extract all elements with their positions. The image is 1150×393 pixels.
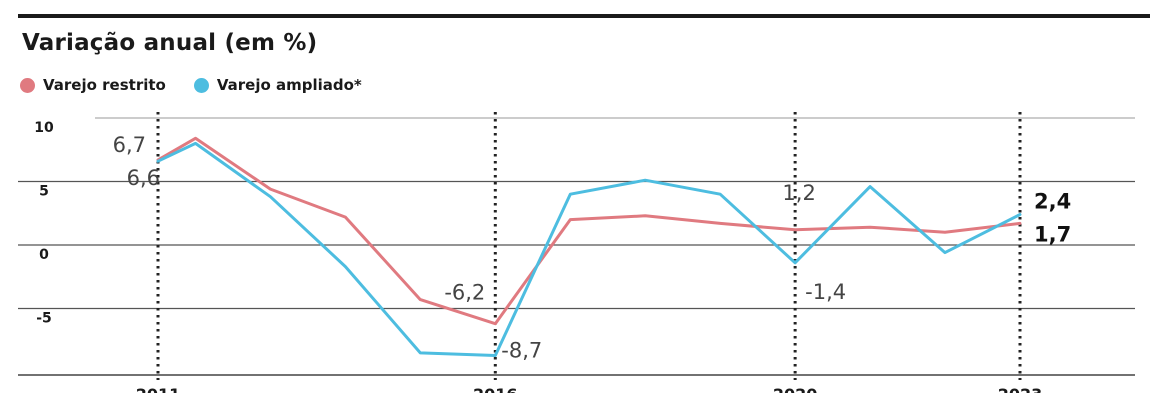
data-label: -8,7 (501, 338, 542, 362)
data-label: 2,4 (1034, 190, 1071, 214)
series-line-ampliado (156, 141, 1022, 357)
x-tick-label: 2016 (473, 385, 518, 393)
legend-label-restrito: Varejo restrito (43, 76, 166, 94)
x-tick-label: 2011 (136, 385, 181, 393)
chart-title: Variação anual (em %) (22, 30, 318, 56)
legend-item-ampliado: Varejo ampliado* (193, 76, 362, 94)
y-tick-label: 0 (39, 247, 49, 263)
y-tick-label: -5 (36, 311, 52, 327)
legend-swatch-ampliado (193, 77, 209, 93)
data-label: -6,2 (444, 281, 485, 305)
data-label: 1,7 (1034, 222, 1071, 246)
legend: Varejo restrito Varejo ampliado* (20, 76, 390, 94)
y-tick-label: 5 (39, 184, 49, 200)
legend-item-restrito: Varejo restrito (20, 76, 166, 94)
data-label: 6,7 (113, 133, 146, 157)
data-label: -1,4 (805, 280, 846, 304)
legend-swatch-restrito (20, 77, 35, 93)
y-tick-label: 10 (34, 120, 54, 136)
legend-label-ampliado: Varejo ampliado* (216, 76, 362, 94)
x-tick-label: 2023 (998, 385, 1043, 393)
x-tick-label: 2020 (773, 385, 818, 393)
data-label: 1,2 (782, 181, 815, 205)
data-label: 6,6 (127, 166, 160, 190)
top-rule (18, 14, 1150, 18)
series-line-restrito (156, 136, 1022, 326)
